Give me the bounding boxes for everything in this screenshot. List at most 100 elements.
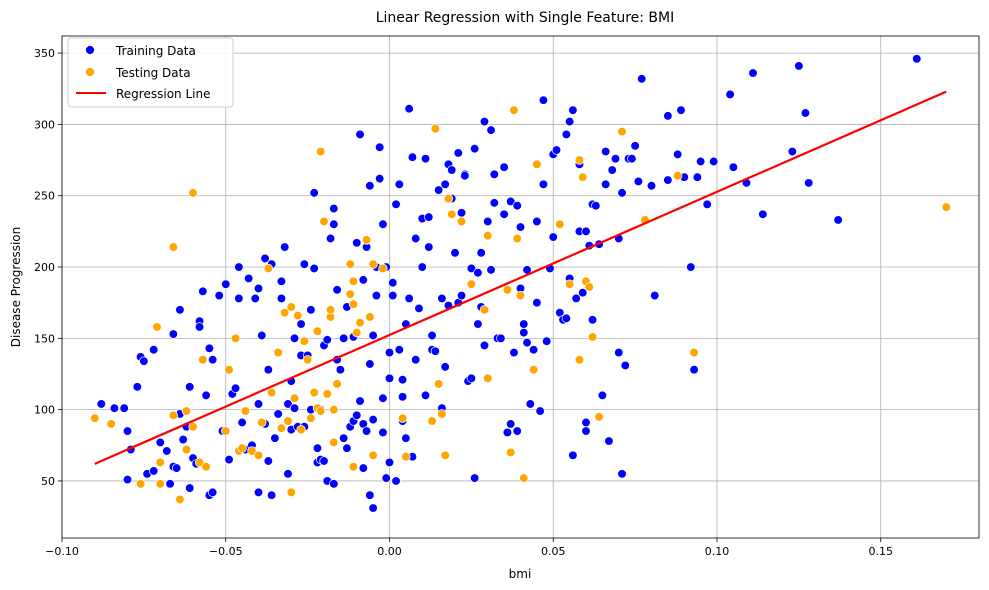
training-point — [270, 433, 280, 443]
training-point — [365, 490, 375, 500]
testing-point — [532, 159, 542, 170]
training-point — [601, 179, 611, 189]
training-point — [499, 209, 509, 219]
training-point — [276, 293, 287, 304]
testing-point — [430, 124, 441, 134]
training-point — [483, 216, 493, 227]
training-point — [728, 162, 739, 172]
training-point — [185, 382, 195, 392]
training-point — [253, 283, 264, 294]
training-point — [325, 233, 336, 244]
training-point — [430, 346, 441, 356]
testing-point — [280, 308, 290, 318]
testing-point — [247, 446, 257, 456]
training-point — [604, 436, 614, 446]
training-point — [620, 360, 630, 371]
training-point — [407, 152, 418, 162]
training-point — [427, 330, 437, 341]
training-point — [561, 129, 571, 140]
testing-point — [555, 219, 565, 229]
training-point — [171, 463, 182, 473]
training-point — [804, 178, 814, 188]
training-point — [289, 403, 300, 413]
training-point — [692, 172, 702, 182]
testing-point — [263, 263, 273, 274]
testing-point — [689, 347, 699, 358]
x-tick-label: 0.00 — [377, 545, 402, 558]
training-point — [352, 238, 362, 248]
training-point — [149, 466, 159, 476]
training-point — [168, 329, 179, 339]
testing-point — [155, 479, 165, 489]
training-point — [280, 242, 290, 252]
training-point — [207, 487, 218, 498]
training-point — [489, 169, 499, 179]
testing-point — [447, 209, 457, 219]
training-point — [453, 148, 463, 158]
training-point — [322, 335, 332, 345]
training-point — [132, 382, 142, 392]
training-point — [381, 473, 391, 483]
training-point — [686, 262, 696, 272]
training-point — [470, 473, 480, 483]
training-point — [499, 162, 509, 172]
x-tick-label: 0.15 — [869, 545, 894, 558]
training-point — [607, 165, 617, 175]
testing-point — [168, 410, 179, 421]
training-point — [601, 146, 611, 157]
training-point — [646, 181, 657, 191]
training-point — [424, 212, 434, 222]
legend: Training Data Testing Data Regression Li… — [67, 37, 234, 108]
training-point — [332, 285, 342, 295]
training-point — [378, 219, 388, 229]
training-point — [139, 356, 149, 366]
testing-point — [515, 290, 526, 301]
testing-point — [306, 413, 316, 423]
training-point — [663, 175, 673, 185]
testing-point — [293, 310, 303, 321]
training-point — [650, 290, 660, 301]
training-point — [375, 173, 385, 184]
training-point — [296, 319, 306, 329]
training-point — [794, 61, 804, 71]
training-point — [617, 188, 627, 198]
training-point — [420, 390, 431, 401]
training-point — [617, 469, 627, 479]
x-tick-label: −0.10 — [45, 545, 79, 558]
training-point — [538, 95, 549, 105]
training-point — [473, 268, 483, 278]
testing-point — [188, 422, 198, 432]
training-point — [306, 305, 316, 315]
testing-point — [574, 155, 585, 165]
legend-label-regression: Regression Line — [116, 87, 210, 101]
training-point — [502, 427, 513, 438]
training-point — [535, 406, 545, 416]
training-point — [800, 108, 811, 118]
training-point — [237, 417, 247, 428]
training-point — [466, 263, 477, 274]
training-point — [207, 355, 218, 365]
training-point — [234, 293, 244, 304]
testing-point — [427, 416, 437, 426]
testing-point — [355, 318, 365, 328]
testing-point — [194, 457, 205, 468]
testing-point — [509, 105, 519, 115]
testing-point — [155, 457, 165, 468]
training-point — [194, 322, 205, 332]
training-point — [581, 426, 591, 436]
testing-point — [440, 450, 450, 460]
x-axis-label: bmi — [509, 567, 532, 581]
testing-point — [368, 450, 378, 460]
training-point — [571, 293, 581, 304]
training-point — [122, 426, 133, 436]
training-point — [289, 333, 300, 343]
training-point — [568, 105, 578, 115]
training-point — [175, 305, 185, 315]
training-point — [509, 347, 519, 358]
testing-point — [483, 231, 493, 241]
training-point — [466, 373, 477, 383]
training-point — [155, 437, 165, 448]
testing-point — [152, 322, 162, 332]
training-point — [250, 293, 260, 304]
